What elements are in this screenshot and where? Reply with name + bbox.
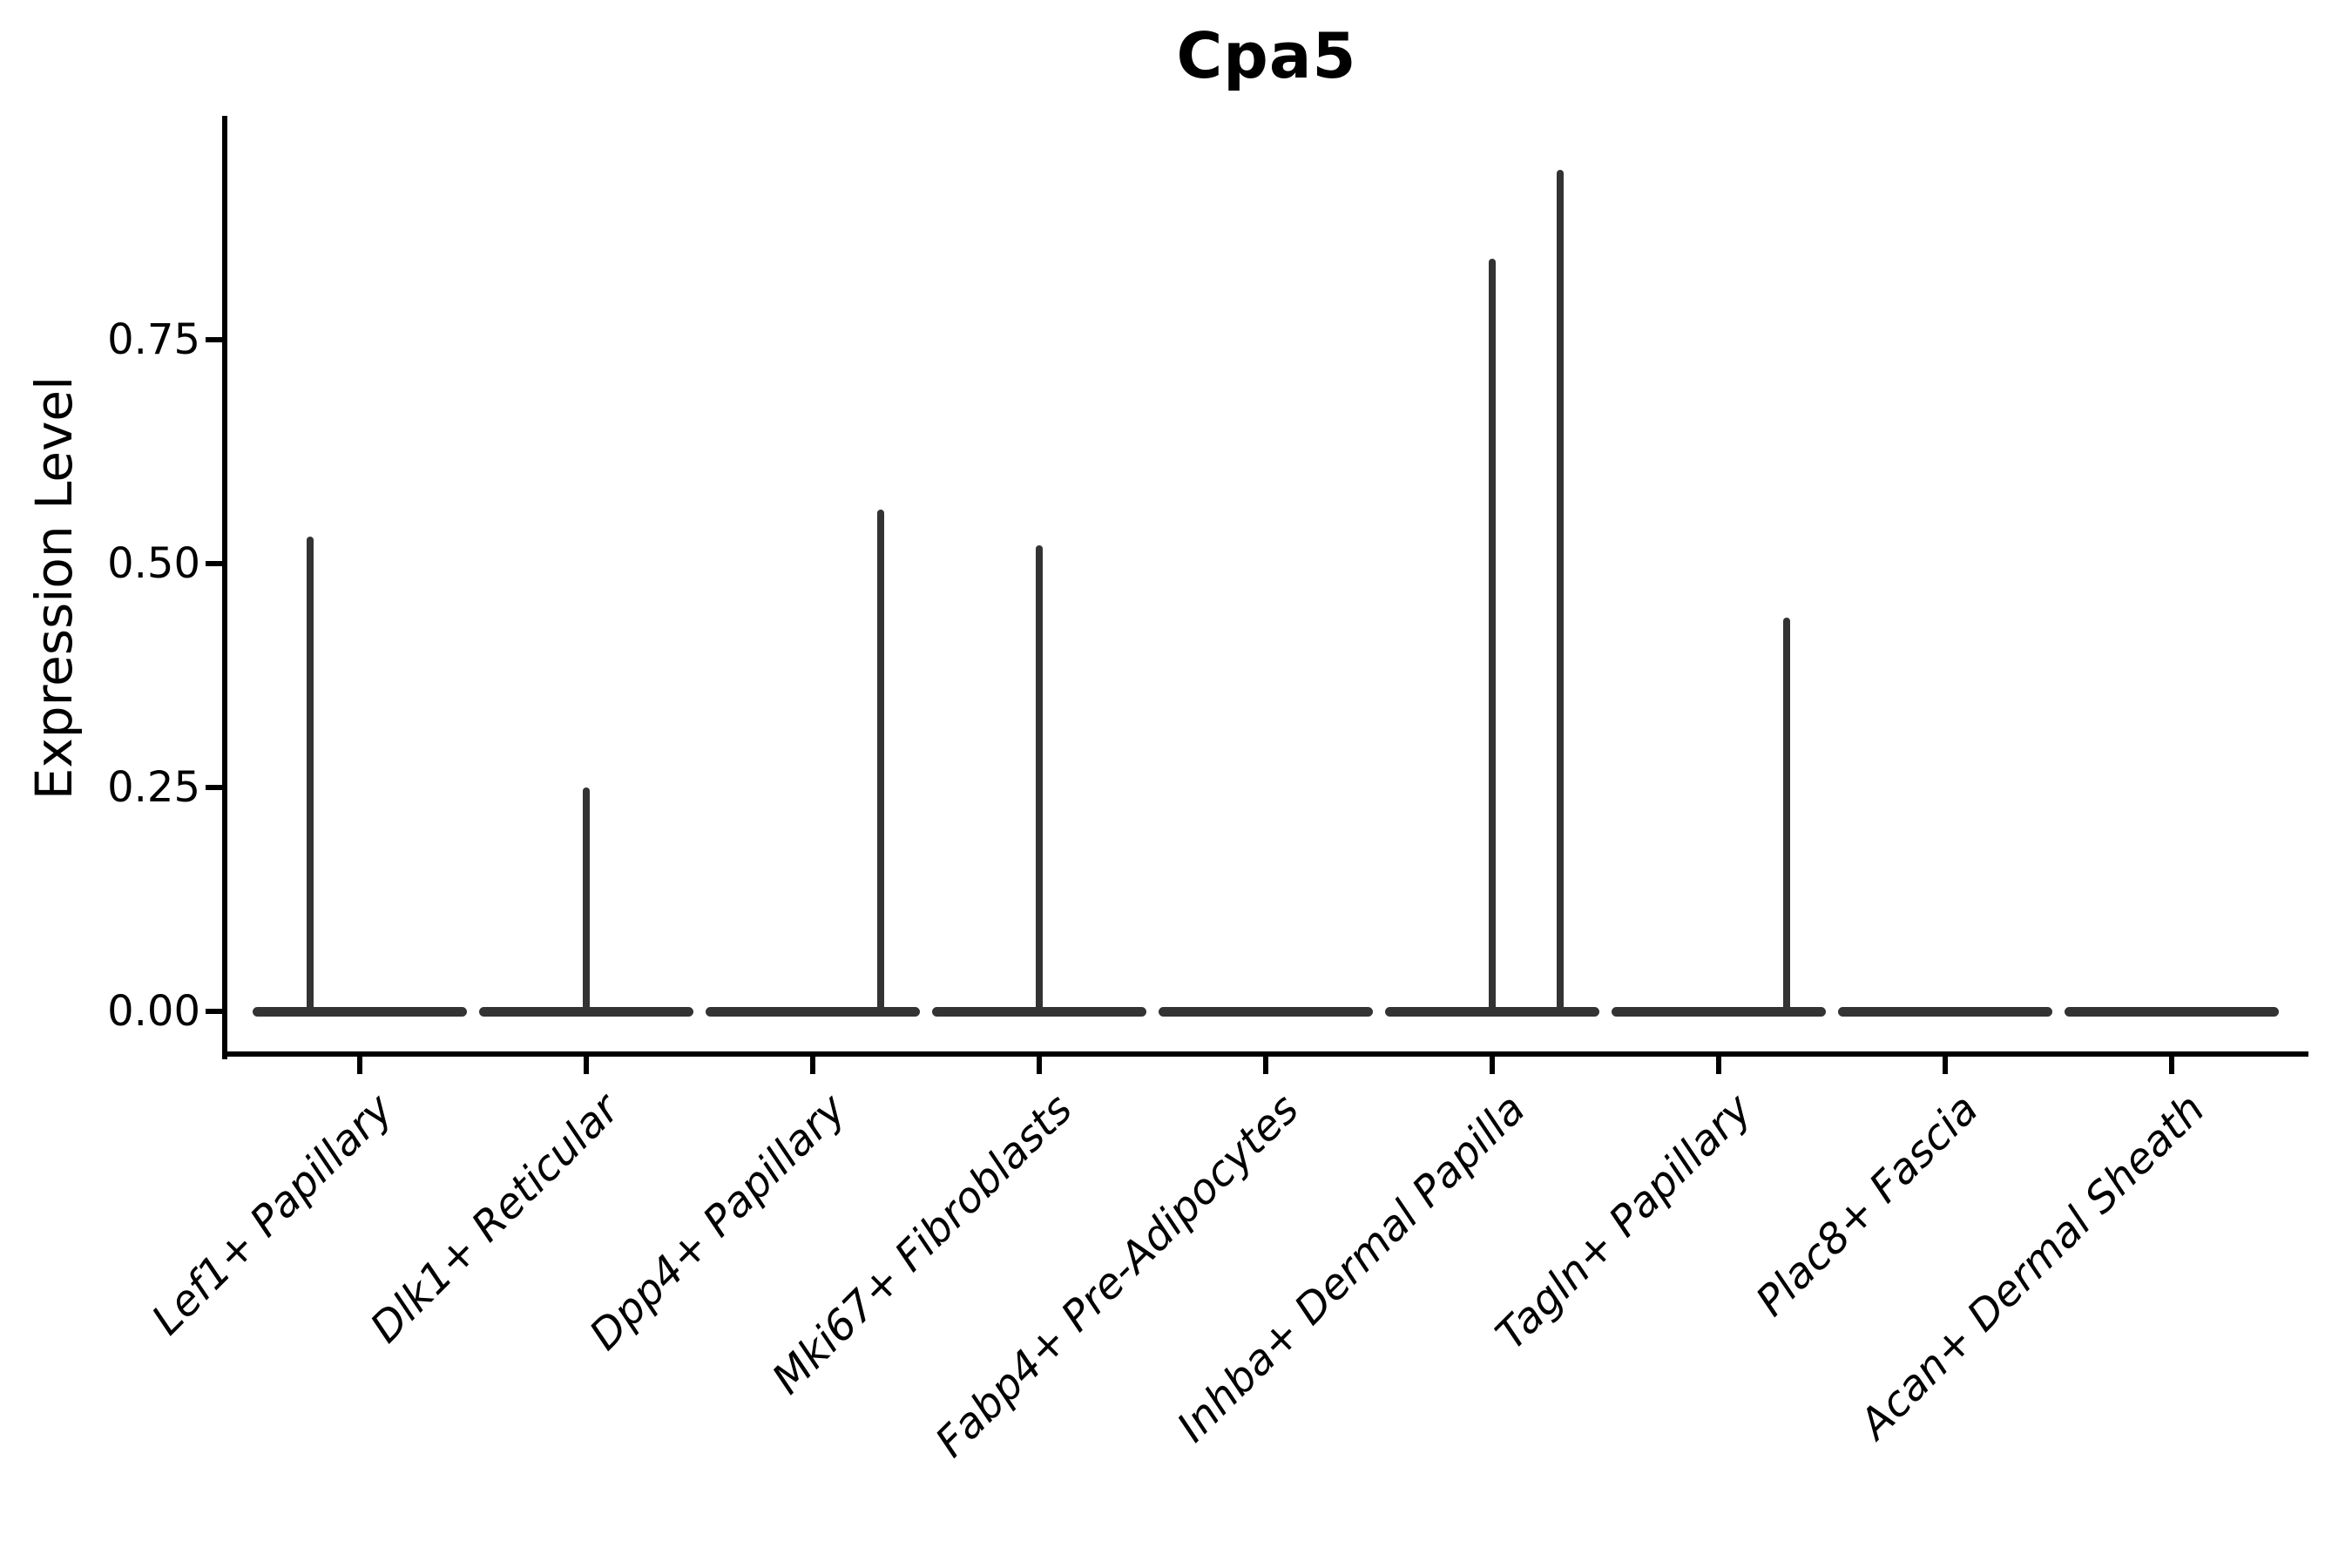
y-tick bbox=[206, 337, 225, 342]
x-tick bbox=[810, 1057, 815, 1074]
y-axis-label: Expression Level bbox=[24, 375, 84, 801]
violin-spike bbox=[583, 787, 590, 1011]
x-tick bbox=[1263, 1057, 1268, 1074]
y-tick-label: 0.50 bbox=[107, 539, 200, 588]
y-tick-label: 0.75 bbox=[107, 315, 200, 364]
x-tick-label: Tagln+ Papillary bbox=[1486, 1085, 1761, 1360]
x-tick bbox=[357, 1057, 362, 1074]
y-axis-spine bbox=[222, 116, 227, 1059]
y-tick-label: 0.00 bbox=[107, 987, 200, 1036]
y-tick bbox=[206, 561, 225, 566]
chart-title: Cpa5 bbox=[1176, 19, 1357, 92]
x-tick bbox=[1943, 1057, 1948, 1074]
violin-spike bbox=[306, 537, 314, 1011]
violin-body bbox=[1612, 1006, 1826, 1017]
x-tick-label: Dpp4+ Papillary bbox=[580, 1085, 855, 1360]
x-tick bbox=[1490, 1057, 1495, 1074]
violin-spike bbox=[1036, 545, 1043, 1011]
violin-body bbox=[932, 1006, 1146, 1017]
x-tick bbox=[584, 1057, 589, 1074]
violin-body bbox=[706, 1006, 920, 1017]
violin-body bbox=[253, 1006, 467, 1017]
violin-body bbox=[2065, 1006, 2279, 1017]
x-axis-spine bbox=[222, 1051, 2308, 1057]
y-tick-label: 0.25 bbox=[107, 763, 200, 812]
violin-spike bbox=[1557, 169, 1564, 1011]
x-tick bbox=[1037, 1057, 1042, 1074]
violin-body bbox=[479, 1006, 693, 1017]
violin-spike bbox=[1489, 259, 1496, 1011]
violin-body bbox=[1838, 1006, 2052, 1017]
y-tick bbox=[206, 785, 225, 790]
y-tick bbox=[206, 1009, 225, 1014]
violin-body bbox=[1159, 1006, 1373, 1017]
x-tick-label: Fabp4+ Pre-Adipocytes bbox=[926, 1085, 1308, 1467]
violin-body bbox=[1385, 1006, 1599, 1017]
x-tick-label: Plac8+ Fascia bbox=[1747, 1085, 1988, 1326]
x-tick bbox=[2169, 1057, 2174, 1074]
x-tick-label: Lef1+ Papillary bbox=[142, 1085, 402, 1345]
x-tick-label: Dlk1+ Reticular bbox=[361, 1085, 629, 1353]
violin-spike bbox=[877, 510, 884, 1011]
x-tick bbox=[1716, 1057, 1721, 1074]
violin-spike bbox=[1783, 617, 1790, 1011]
